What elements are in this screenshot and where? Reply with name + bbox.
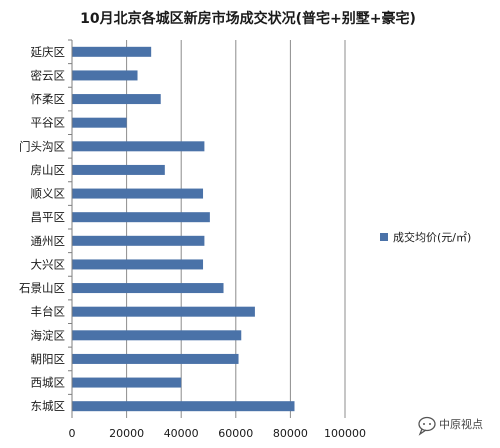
- bar: [72, 212, 210, 223]
- category-label: 朝阳区: [31, 352, 66, 366]
- bar: [72, 259, 204, 270]
- category-label: 石景山区: [19, 281, 65, 295]
- bar: [72, 377, 182, 388]
- bar: [72, 401, 295, 412]
- category-label: 顺义区: [31, 187, 66, 201]
- bar: [72, 330, 242, 341]
- category-label: 通州区: [31, 234, 66, 248]
- x-tick-label: 20000: [109, 427, 144, 440]
- chat-bubble-icon: [418, 416, 436, 436]
- x-tick-label: 100000: [324, 427, 366, 440]
- bar: [72, 283, 224, 294]
- category-label: 平谷区: [31, 116, 66, 130]
- category-label: 海淀区: [31, 328, 66, 342]
- x-tick-label: 0: [69, 427, 76, 440]
- category-label: 大兴区: [31, 257, 66, 271]
- legend-label: 成交均价(元/㎡): [393, 230, 471, 244]
- chart-title: 10月北京各城区新房市场成交状况(普宅+别墅+豪宅): [80, 10, 416, 27]
- category-label: 房山区: [31, 163, 66, 177]
- bar: [72, 94, 161, 105]
- category-label: 西城区: [31, 376, 66, 390]
- category-labels: 延庆区密云区怀柔区平谷区门头沟区房山区顺义区昌平区通州区大兴区石景山区丰台区海淀…: [19, 45, 65, 413]
- bar: [72, 353, 239, 364]
- bar: [72, 188, 204, 199]
- category-label: 延庆区: [31, 45, 66, 59]
- category-label: 密云区: [31, 68, 66, 82]
- legend: 成交均价(元/㎡): [380, 230, 471, 244]
- watermark: 中原视点: [418, 416, 483, 436]
- watermark-text: 中原视点: [439, 417, 483, 431]
- bar: [72, 235, 205, 246]
- category-label: 昌平区: [31, 210, 66, 224]
- bar: [72, 117, 127, 128]
- legend-swatch: [380, 233, 388, 241]
- category-label: 门头沟区: [19, 139, 65, 153]
- category-label: 丰台区: [31, 305, 66, 319]
- x-tick-label: 60000: [218, 427, 253, 440]
- category-label: 怀柔区: [31, 92, 66, 106]
- x-tick-labels: 0 20000 40000 60000 80000 100000: [69, 427, 367, 440]
- bar: [72, 141, 205, 152]
- bar: [72, 70, 138, 81]
- bars-layer: [68, 39, 295, 412]
- category-label: 东城区: [31, 399, 66, 413]
- bar: [72, 46, 152, 57]
- x-tick-label: 80000: [273, 427, 308, 440]
- x-tick-label: 40000: [164, 427, 199, 440]
- bar: [72, 164, 165, 175]
- bar: [72, 306, 255, 317]
